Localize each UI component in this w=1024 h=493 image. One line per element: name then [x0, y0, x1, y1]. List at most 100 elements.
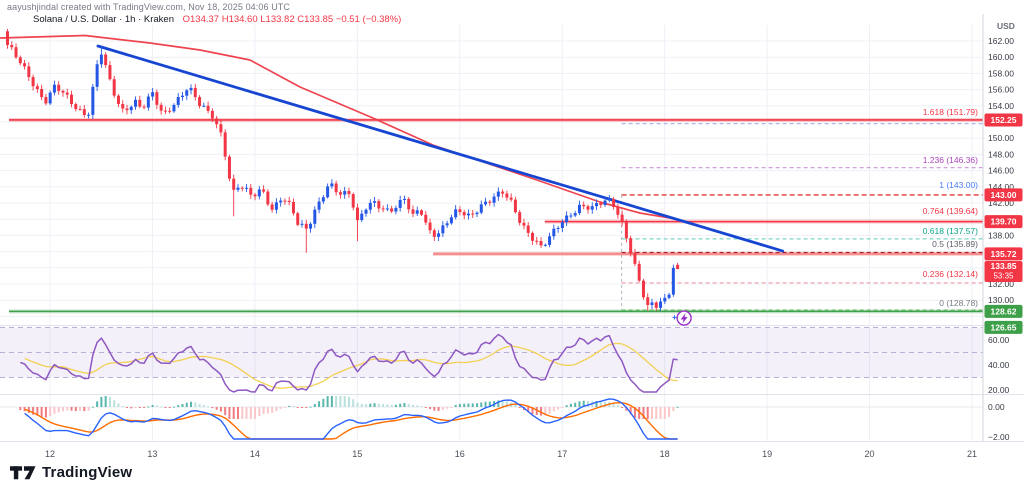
candle-body: [198, 97, 202, 107]
fib-level-label: 1.236 (146.36): [923, 155, 978, 165]
candle-body: [539, 241, 543, 246]
hist-bar: [228, 407, 231, 419]
hist-bar: [569, 403, 572, 407]
descending-trendline[interactable]: [96, 44, 785, 253]
candle-body: [454, 209, 458, 218]
candle-body: [99, 54, 103, 65]
hist-bar: [411, 405, 414, 407]
candle-body: [355, 207, 359, 221]
event-flash-icon[interactable]: +: [672, 310, 692, 326]
fib-level-label: 0.5 (135.89): [932, 239, 978, 249]
hist-bar: [463, 403, 466, 407]
hist-bar: [604, 401, 607, 407]
horizontal-price-lines: [9, 117, 983, 314]
hist-bar: [215, 407, 218, 410]
candle-body: [138, 99, 142, 107]
hist-bar: [612, 403, 615, 407]
candle-body: [390, 208, 394, 212]
rsi-band: [0, 327, 983, 378]
tradingview-logo-icon[interactable]: [10, 465, 36, 480]
hist-bar: [83, 407, 86, 412]
time-tick-label: 18: [660, 449, 670, 459]
candle-body: [35, 86, 39, 90]
hist-bar: [160, 406, 163, 408]
candle-body: [458, 209, 462, 213]
symbol-title[interactable]: Solana / U.S. Dollar · 1h · Kraken: [33, 14, 174, 25]
rsi-tick-label: 60.00: [988, 335, 1010, 345]
hist-bar: [382, 404, 385, 407]
candle-body: [104, 54, 108, 66]
candle-body: [180, 95, 184, 98]
candle-body: [108, 65, 112, 80]
candle-body: [484, 201, 488, 205]
hist-bar: [79, 407, 82, 411]
hist-bar: [352, 399, 355, 407]
hist-bar: [373, 403, 376, 407]
candle-body: [270, 204, 274, 210]
candle-body: [548, 236, 552, 245]
hist-bar: [164, 407, 167, 408]
candle-body: [398, 199, 402, 208]
hist-bar: [557, 407, 560, 410]
candle-body: [543, 244, 547, 246]
plus-marker: +: [672, 313, 677, 322]
symbol-info: Solana / U.S. Dollar · 1h · Kraken O134.…: [33, 14, 401, 25]
price-badge-label: 126.65: [991, 322, 1017, 332]
hist-bar: [420, 406, 423, 408]
hist-bar: [505, 401, 508, 407]
hist-bar: [343, 396, 346, 407]
candle-body: [95, 64, 99, 87]
hist-bar: [527, 407, 530, 413]
candle-body: [420, 210, 424, 215]
candle-body: [14, 47, 18, 58]
hist-bar: [70, 407, 73, 411]
hist-bar: [454, 404, 457, 407]
hist-bar: [616, 405, 619, 407]
candle-body: [87, 114, 91, 116]
hist-bar: [424, 407, 427, 408]
candle-body: [586, 206, 590, 210]
hist-bar: [663, 407, 666, 419]
candle-body: [304, 223, 308, 229]
candle-body: [227, 156, 231, 179]
candle-body: [492, 196, 496, 203]
price-badge-label: 135.72: [991, 249, 1017, 259]
macd-signal-line: [24, 402, 678, 440]
fib-level-label: 0 (128.78): [939, 298, 978, 308]
hist-bar: [318, 401, 321, 407]
candle-body: [245, 187, 249, 189]
hist-bar: [467, 403, 470, 407]
hist-bar: [211, 407, 214, 409]
hist-bar: [185, 402, 188, 407]
candle-body: [146, 96, 150, 108]
hist-bar: [100, 396, 103, 407]
candle-body: [27, 66, 31, 78]
candle-body: [232, 178, 236, 190]
time-axis[interactable]: 12 13 14 15 16 17 18 19 20 21: [45, 449, 977, 459]
hist-bar: [232, 407, 235, 419]
fibonacci-retracement[interactable]: 1.618 (151.79) 1.236 (146.36) 1 (143.00) 0.…: [621, 107, 983, 311]
hist-bar: [27, 407, 30, 413]
hist-bar: [198, 404, 201, 407]
hist-bar: [224, 407, 227, 416]
hist-bar: [651, 407, 654, 419]
candle-body: [351, 194, 355, 208]
tradingview-logo-text[interactable]: TradingView: [42, 464, 133, 481]
price-axis[interactable]: USD 162.00 160.00 158.00 156.00 154.00 150.00 1…: [984, 21, 1023, 442]
hist-bar: [44, 407, 47, 418]
hist-bar: [535, 407, 538, 415]
hist-bar: [416, 405, 419, 407]
candle-body: [330, 183, 334, 187]
hist-bar: [313, 404, 316, 407]
time-tick-label: 20: [865, 449, 875, 459]
price-badge-label: 133.85: [991, 261, 1017, 271]
candle-body: [176, 97, 180, 105]
candle-body: [334, 183, 338, 193]
hist-bar: [360, 403, 363, 407]
candle-body: [501, 191, 505, 194]
candlestick-series[interactable]: [5, 28, 680, 311]
hist-bar: [471, 403, 474, 407]
candle-body: [582, 204, 586, 207]
hist-bar: [655, 407, 658, 419]
